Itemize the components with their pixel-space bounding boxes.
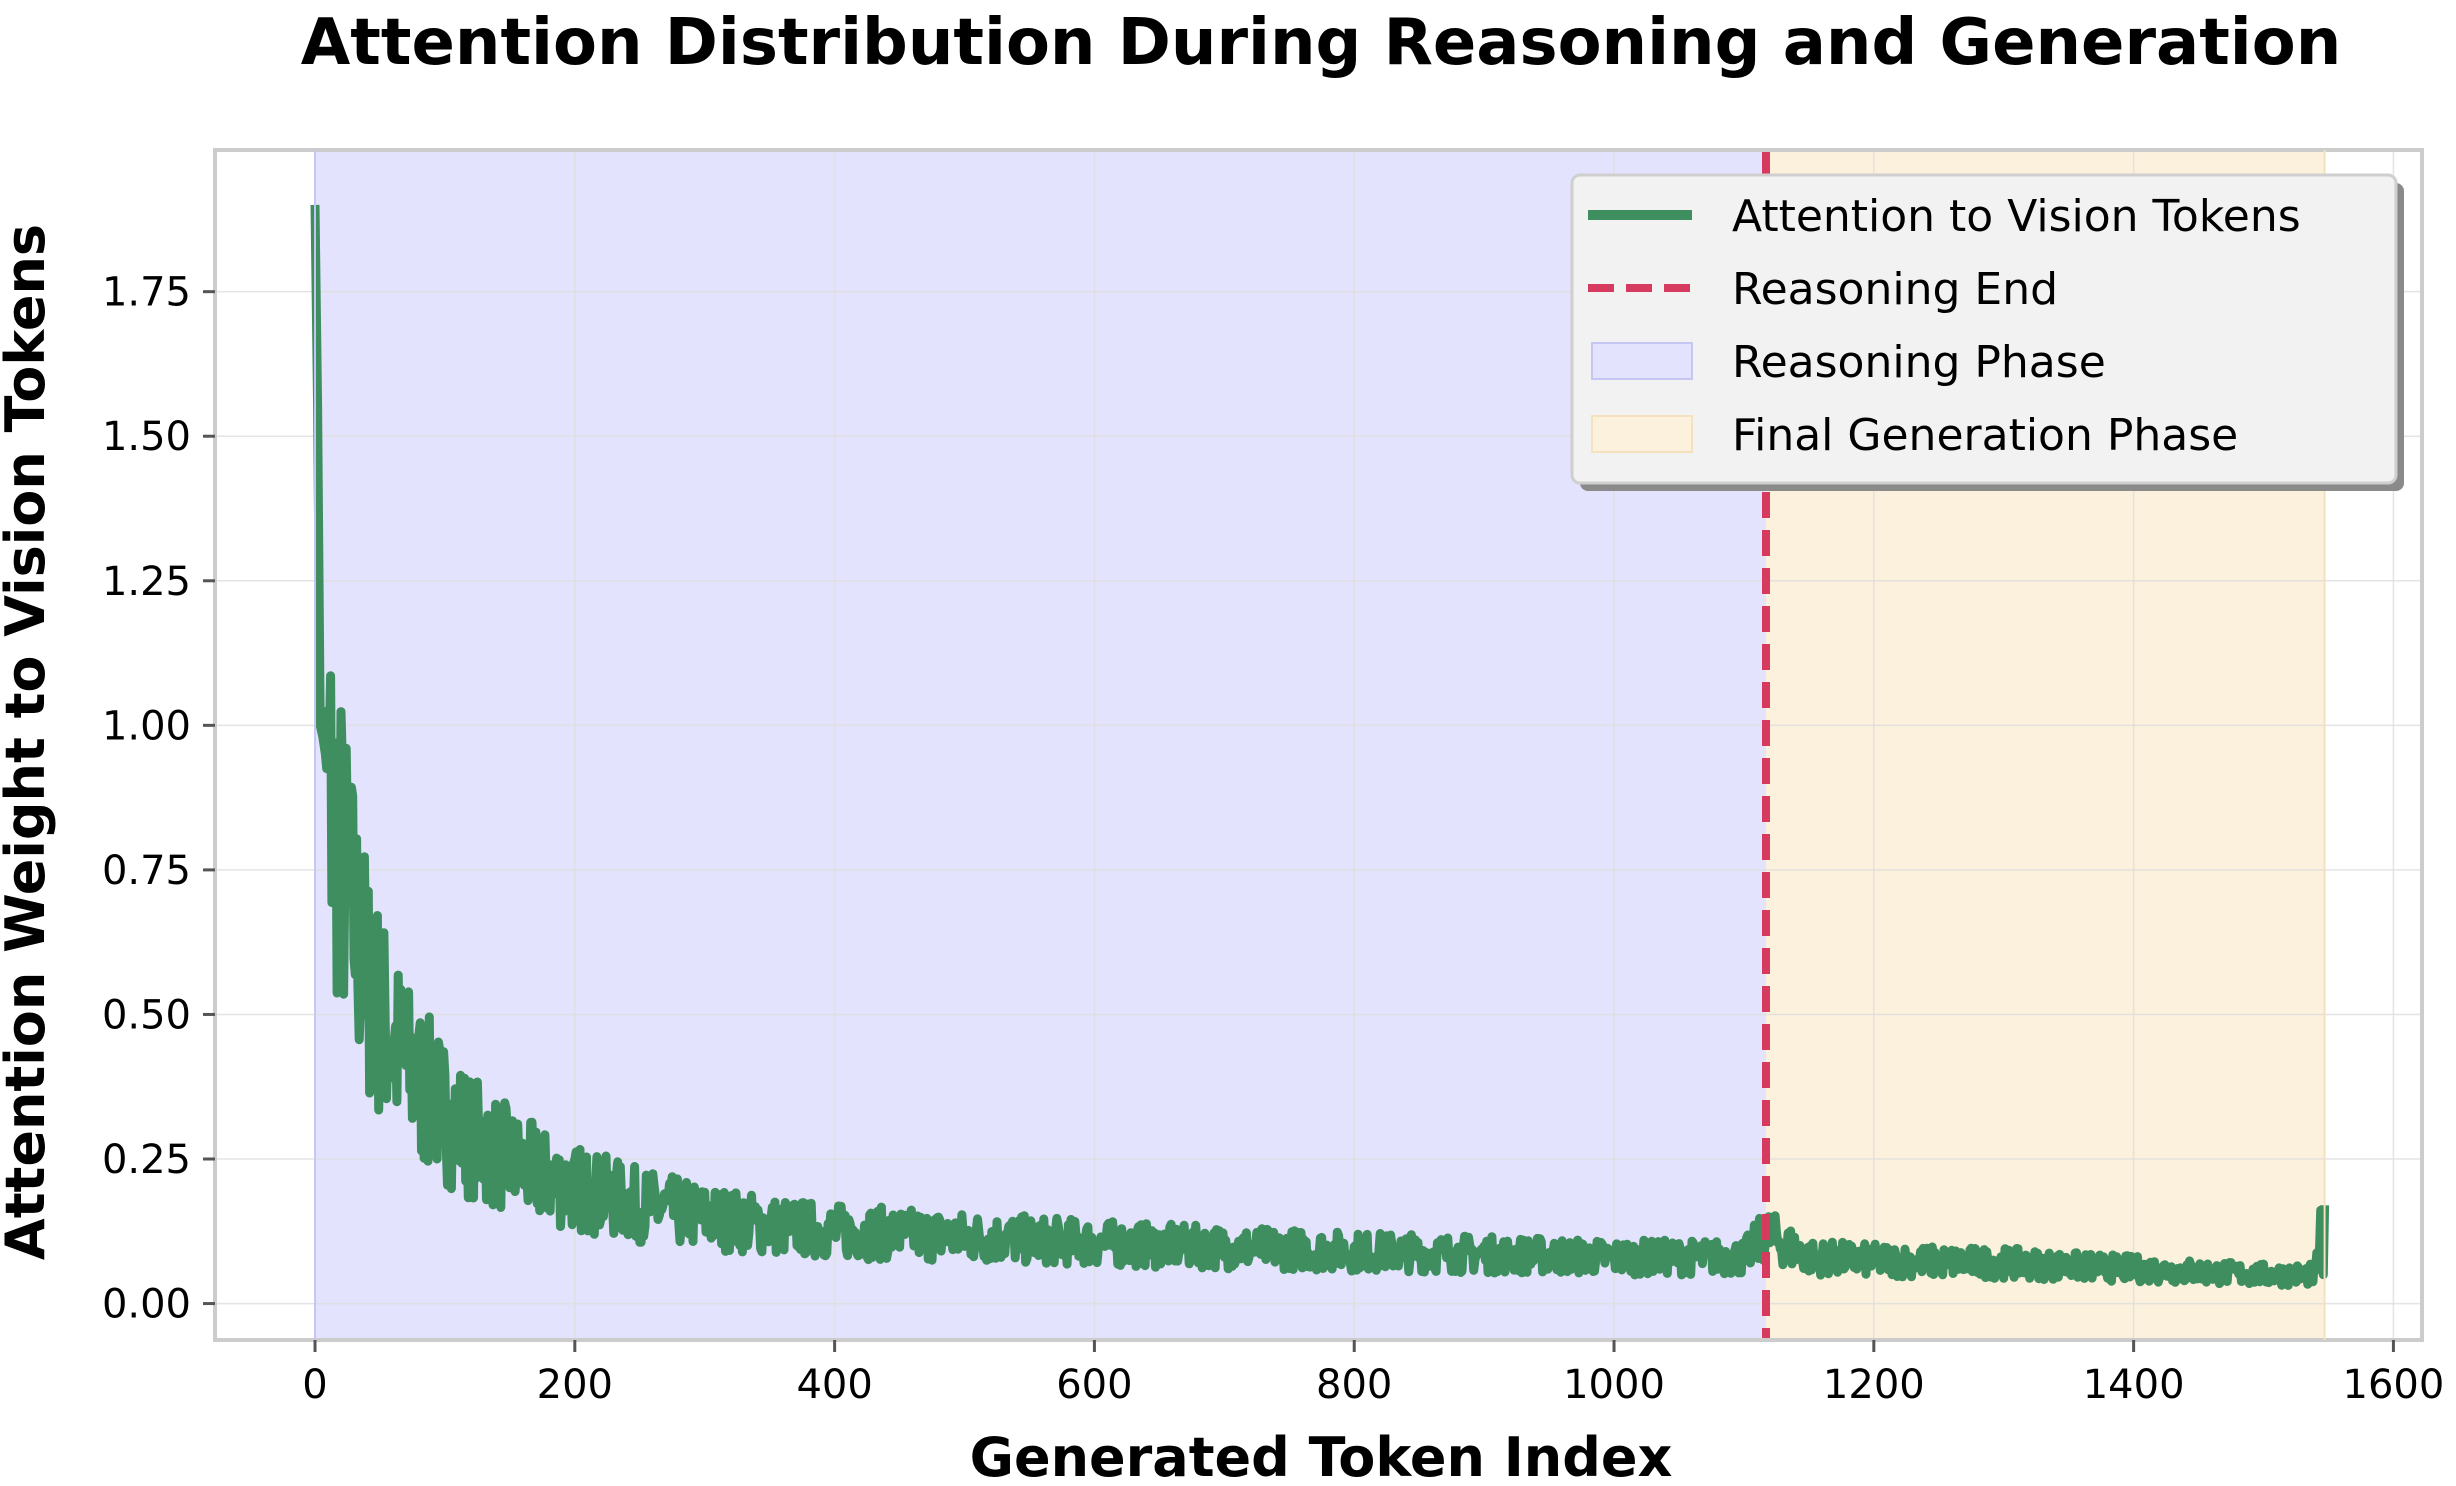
legend-patch-swatch	[1591, 342, 1693, 380]
y-tick-label: 1.50	[102, 414, 191, 460]
y-tick-label: 1.00	[102, 703, 191, 749]
x-tick-label: 400	[796, 1362, 872, 1408]
y-axis-label: Attention Weight to Vision Tokens	[0, 224, 57, 1260]
x-tick-label: 1400	[2083, 1362, 2185, 1408]
x-axis: 0 200 400 600 800 1000 1200 1400 1600	[302, 1340, 2444, 1408]
x-tick-label: 800	[1316, 1362, 1392, 1408]
x-axis-label: Generated Token Index	[970, 1426, 1673, 1486]
legend-label: Final Generation Phase	[1732, 410, 2238, 461]
y-axis: 0.00 0.25 0.50 0.75 1.00 1.25 1.50 1.75	[102, 270, 215, 1328]
y-tick-label: 1.75	[102, 270, 191, 316]
y-tick-label: 1.25	[102, 559, 191, 605]
legend-box	[1570, 173, 2398, 485]
plot-frame	[213, 148, 2424, 1342]
y-tick-label: 0.00	[102, 1282, 191, 1328]
x-tick-label: 1200	[1823, 1362, 1925, 1408]
legend-patch-swatch	[1591, 415, 1693, 453]
x-tick-label: 600	[1056, 1362, 1132, 1408]
reasoning-phase-span	[315, 150, 1767, 1340]
x-tick-label: 1600	[2343, 1362, 2445, 1408]
legend-label: Reasoning Phase	[1732, 337, 2106, 388]
legend-label: Attention to Vision Tokens	[1732, 191, 2301, 242]
x-tick-label: 200	[537, 1362, 613, 1408]
legend: Attention to Vision Tokens Reasoning End R…	[1570, 173, 2404, 491]
chart-title: Attention Distribution During Reasoning …	[301, 6, 2342, 80]
x-tick-label: 1000	[1563, 1362, 1665, 1408]
y-tick-label: 0.50	[102, 992, 191, 1038]
x-tick-label: 0	[302, 1362, 327, 1408]
y-tick-label: 0.75	[102, 848, 191, 894]
legend-label: Reasoning End	[1732, 264, 2058, 315]
y-tick-label: 0.25	[102, 1137, 191, 1183]
series-line-attention-to-vision-tokens	[310, 204, 2330, 1290]
